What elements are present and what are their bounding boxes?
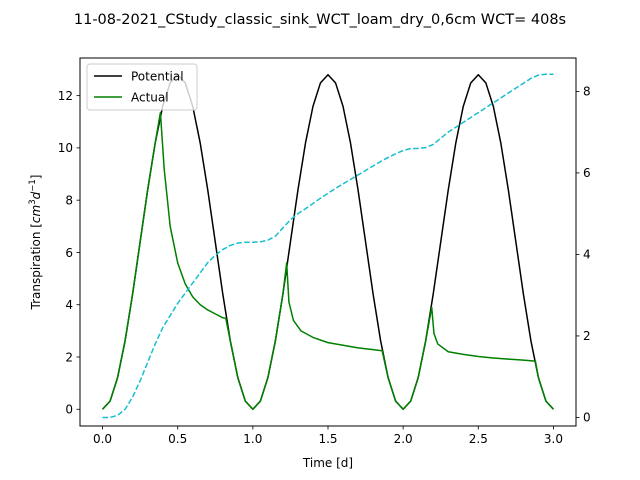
y2-axis-ticks: 0 2 4 6 8: [576, 85, 591, 425]
y-tick-label: 0: [65, 403, 73, 417]
y2-tick-label: 0: [583, 411, 591, 425]
legend-label-actual: Actual: [131, 91, 169, 105]
y2-tick-label: 4: [583, 248, 591, 262]
y-axis-label-exp-2: −1: [28, 179, 38, 192]
plot-frame: [79, 57, 577, 427]
y2-tick-label: 8: [583, 85, 591, 99]
legend-label-potential: Potential: [131, 70, 184, 84]
y-tick-label: 12: [58, 89, 73, 103]
x-tick-label: 1.0: [243, 432, 262, 446]
x-axis-ticks: 0.0 0.5 1.0 1.5 2.0 2.5 3.0: [93, 426, 563, 446]
y-axis-label: Transpiration [cm3d−1]: [28, 175, 43, 311]
y2-tick-label: 2: [583, 329, 591, 343]
x-tick-label: 2.0: [394, 432, 413, 446]
x-tick-label: 1.5: [318, 432, 337, 446]
y-axis-ticks: 0 2 4 6 8 10 12: [58, 89, 80, 417]
y-axis-label-suffix: ]: [29, 175, 43, 180]
y-axis-label-unit-cm: cm: [29, 205, 43, 223]
y-axis-label-prefix: Transpiration [: [29, 223, 43, 310]
y2-tick-label: 6: [583, 166, 591, 180]
y-tick-label: 2: [65, 350, 73, 364]
y-axis-label-unit-d: d: [29, 191, 43, 199]
series-line-cumulative-2: [102, 73, 554, 419]
series-line-potential: [102, 73, 554, 411]
x-tick-label: 0.5: [168, 432, 187, 446]
x-tick-label: 3.0: [544, 432, 563, 446]
x-axis-label: Time [d]: [302, 456, 353, 470]
y-axis-label-exp-1: 3: [28, 199, 38, 204]
y-tick-label: 8: [65, 193, 73, 207]
y-tick-label: 6: [65, 246, 73, 260]
y-tick-label: 4: [65, 298, 73, 312]
x-tick-label: 0.0: [93, 432, 112, 446]
chart-title: 11-08-2021_CStudy_classic_sink_WCT_loam_…: [74, 12, 566, 28]
plot-area: 0.0 0.5 1.0 1.5 2.0 2.5 3.0 0 2 4 6 8 10 12 0 2 4 6 8: [58, 57, 591, 446]
legend: Potential Actual: [86, 63, 198, 111]
series-line-actual: [102, 111, 554, 411]
y-tick-label: 10: [58, 141, 73, 155]
series-layer: [102, 73, 554, 419]
x-tick-label: 2.5: [469, 432, 488, 446]
